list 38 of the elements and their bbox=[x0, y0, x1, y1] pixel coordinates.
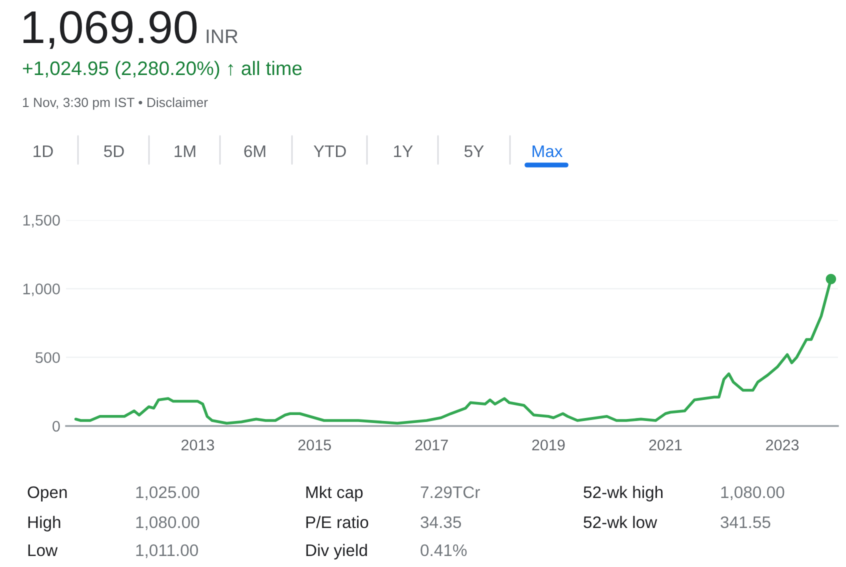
text: 5Y bbox=[464, 146, 484, 158]
text: 1 Nov, 3:30 pm IST • Disclaimer bbox=[23, 97, 208, 110]
text: 1,080.00 bbox=[136, 516, 200, 530]
text: 1,025.00 bbox=[136, 486, 200, 500]
text: 341.55 bbox=[720, 516, 770, 528]
text: 0.41% bbox=[420, 544, 467, 556]
text: YTD bbox=[314, 146, 346, 157]
chart-title: 1,069.90 bbox=[23, 10, 197, 49]
text: Max bbox=[532, 146, 563, 158]
y-tick-label: 1,000 bbox=[23, 284, 60, 296]
text: 5D bbox=[104, 146, 124, 158]
y-tick-label: 1,500 bbox=[23, 214, 60, 228]
text: Mkt cap bbox=[306, 486, 363, 502]
text: 1,011.00 bbox=[136, 544, 198, 558]
text: +1,024.95 (2,280.20%) ↑ all time bbox=[22, 60, 302, 80]
text: High bbox=[28, 516, 60, 532]
text: 1M bbox=[174, 146, 196, 157]
text: 6M bbox=[244, 145, 266, 158]
x-tick-label: 2023 bbox=[766, 440, 799, 450]
text: 34.35 bbox=[420, 516, 462, 528]
text: 1,080.00 bbox=[721, 486, 784, 500]
text: 7.29TCr bbox=[420, 486, 480, 498]
x-tick-label: 2019 bbox=[532, 440, 565, 450]
x-tick-label: 2013 bbox=[182, 440, 214, 450]
text: INR bbox=[206, 30, 238, 43]
text: 1D bbox=[34, 146, 53, 157]
text: 52-wk high bbox=[584, 486, 663, 502]
y-tick-label: 500 bbox=[36, 352, 60, 364]
text: Div yield bbox=[306, 544, 367, 560]
x-tick-label: 2015 bbox=[298, 440, 331, 450]
text: Low bbox=[28, 544, 58, 556]
text: P/E ratio bbox=[306, 516, 368, 528]
text: 52-wk low bbox=[584, 516, 658, 528]
text: Open bbox=[28, 486, 67, 502]
x-tick-label: 2017 bbox=[415, 440, 448, 450]
x-tick-label: 2021 bbox=[649, 440, 682, 450]
text: 1Y bbox=[394, 146, 413, 157]
y-tick-label: 0 bbox=[52, 420, 60, 432]
